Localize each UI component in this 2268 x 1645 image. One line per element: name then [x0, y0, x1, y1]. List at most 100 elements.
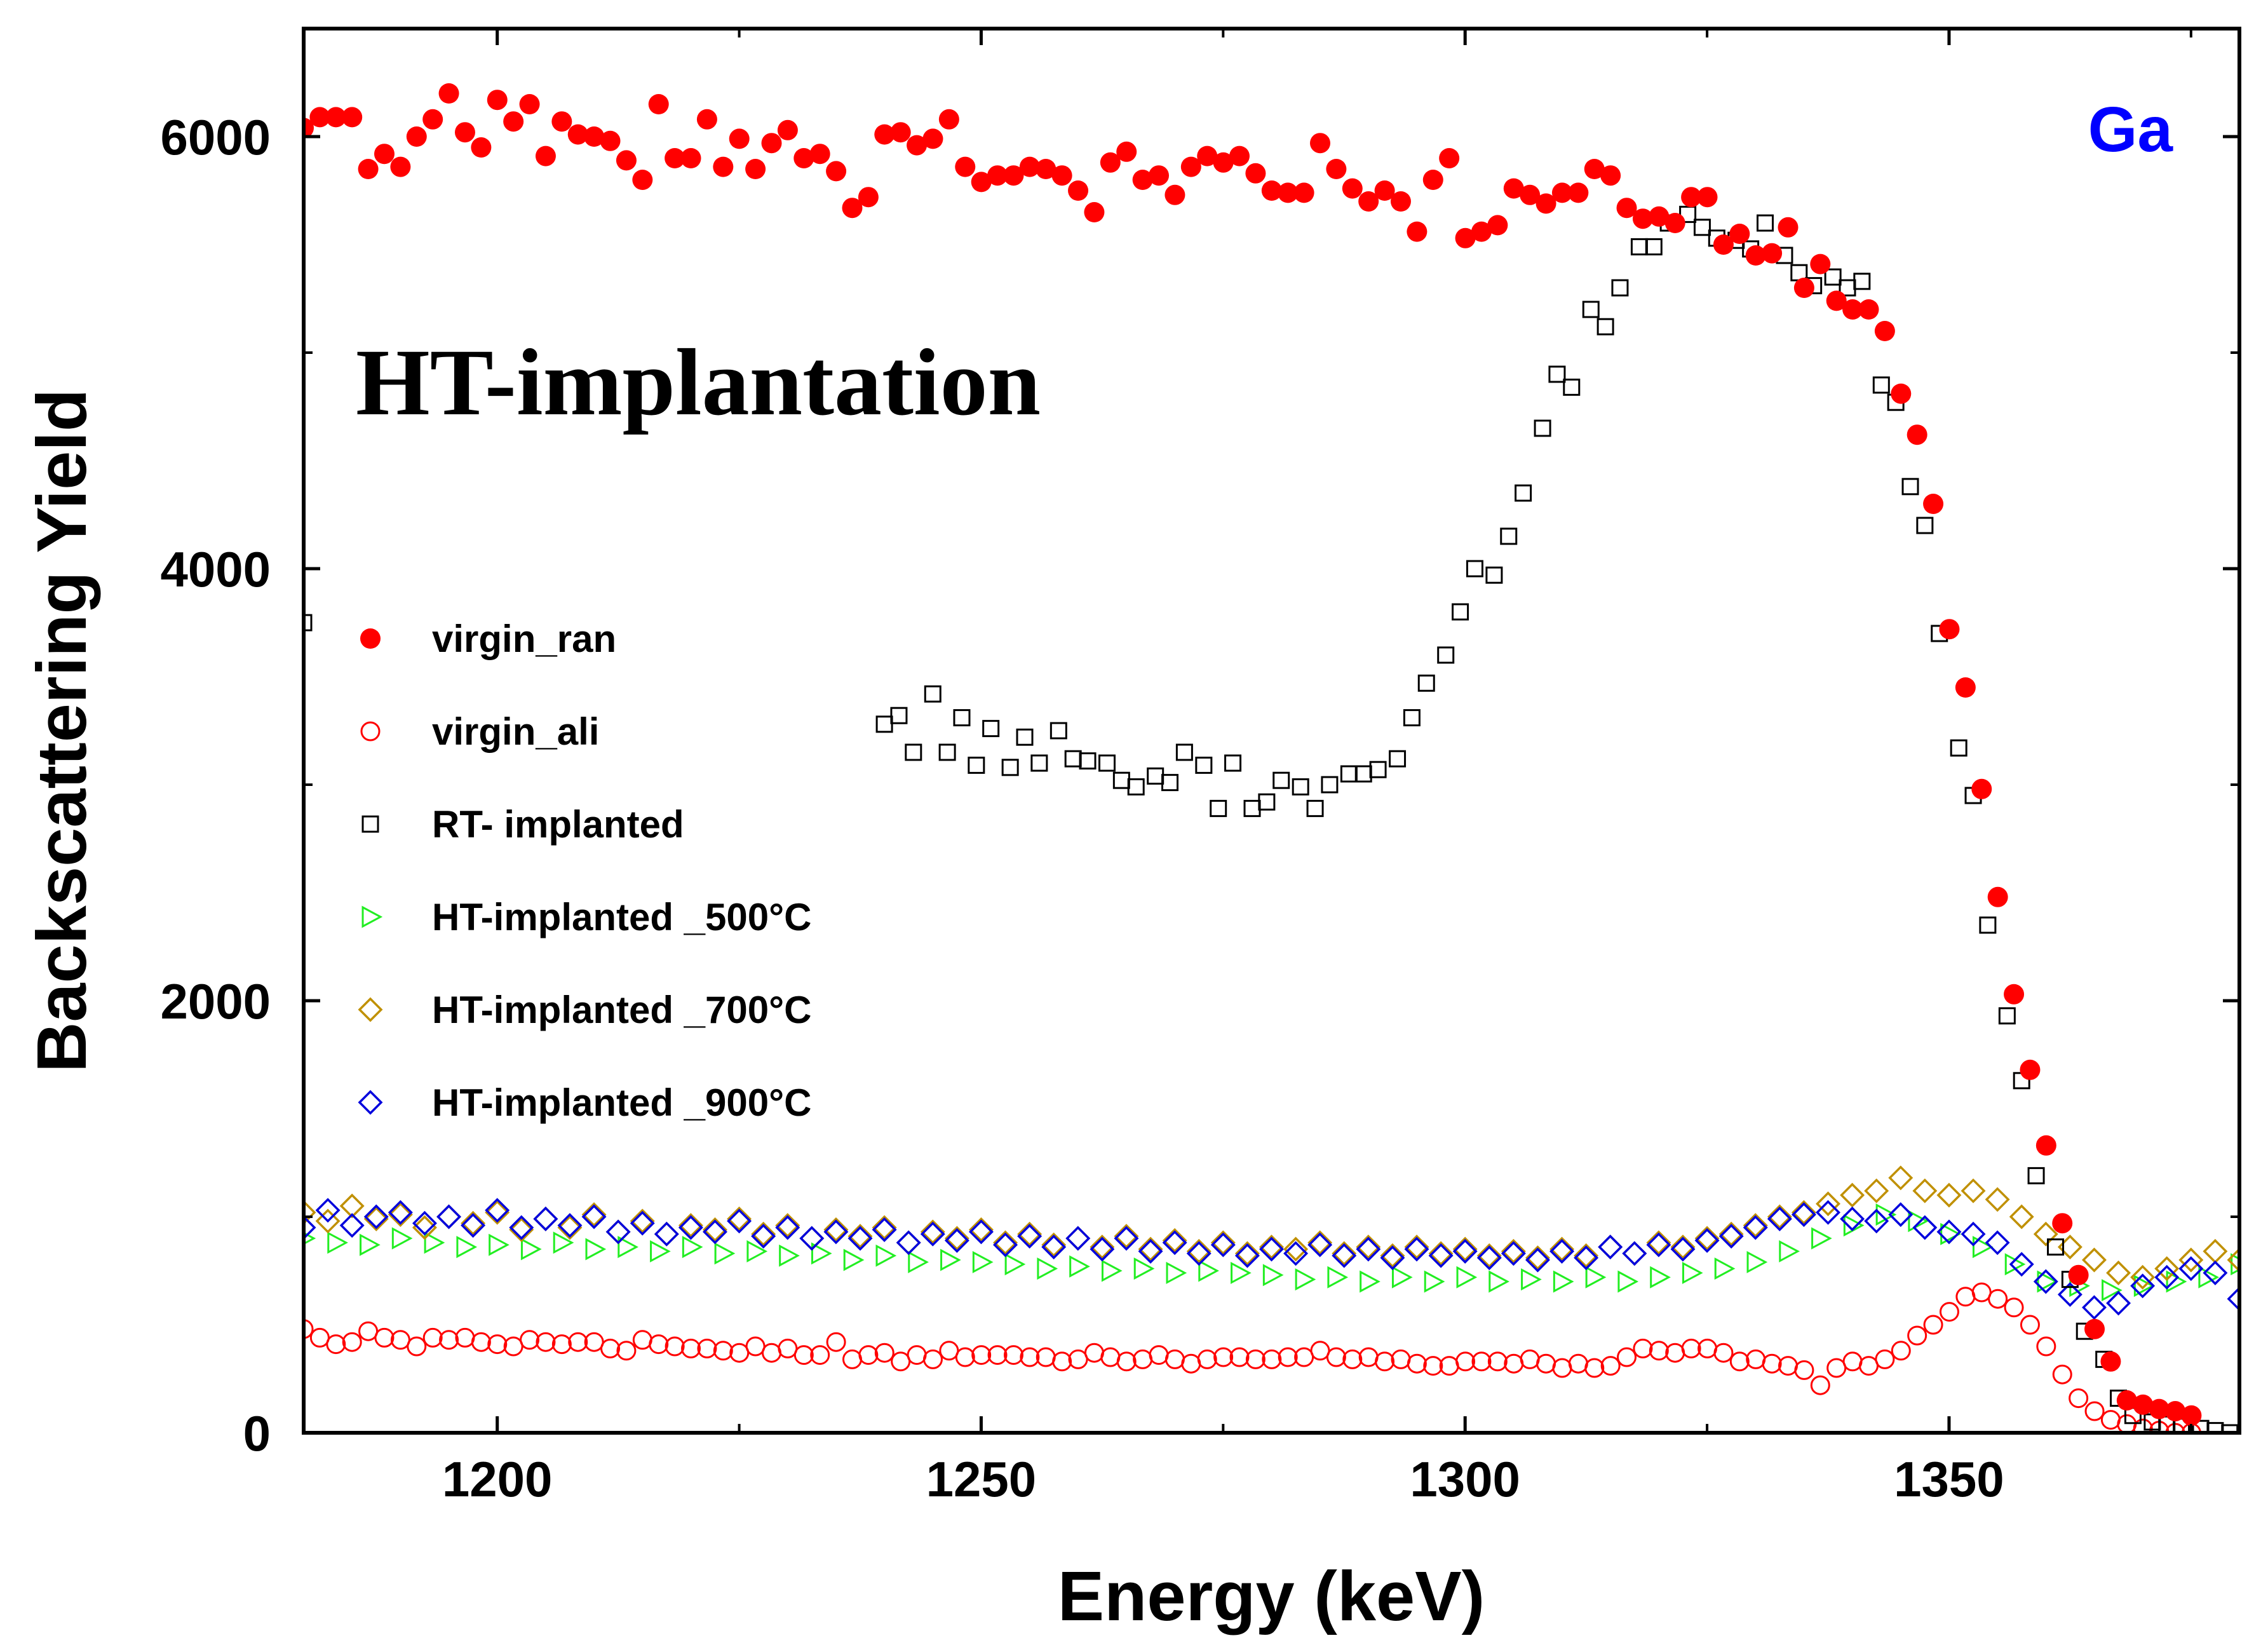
data-point — [1487, 215, 1508, 236]
data-point — [1500, 527, 1518, 545]
data-point — [1380, 1245, 1405, 1271]
data-point — [799, 1226, 825, 1251]
data-point — [713, 1341, 733, 1361]
data-point — [551, 111, 572, 132]
data-point — [1501, 1238, 1526, 1264]
data-point — [1234, 1243, 1260, 1268]
annotation-element: Ga — [2088, 94, 2174, 165]
data-point — [2116, 1390, 2137, 1411]
data-point — [1356, 1236, 1381, 1262]
data-point — [1127, 778, 1145, 795]
data-point — [454, 122, 475, 143]
data-point — [630, 1210, 655, 1236]
data-point — [2020, 1315, 2040, 1335]
x-axis-title: Energy (keV) — [1058, 1557, 1485, 1635]
data-point — [1853, 273, 1871, 290]
data-point — [1404, 1236, 1429, 1262]
data-point — [1549, 1236, 1575, 1262]
data-point — [1195, 756, 1213, 774]
data-point — [1891, 1341, 1911, 1361]
data-point — [650, 1240, 671, 1263]
data-point — [1231, 1261, 1252, 1284]
legend-label: HT-implanted _700°C — [432, 989, 811, 1031]
data-point — [2057, 1282, 2082, 1307]
data-point — [1961, 1221, 1986, 1247]
data-point — [1041, 1232, 1067, 1257]
data-point — [872, 1215, 897, 1240]
data-point — [1210, 1230, 1236, 1256]
data-point — [471, 137, 492, 158]
data-point — [654, 1221, 679, 1247]
data-point — [1258, 793, 1276, 811]
data-point — [1375, 1351, 1395, 1372]
data-point — [489, 1233, 510, 1256]
data-point — [1682, 1261, 1703, 1284]
data-point — [304, 1200, 316, 1225]
y-tick-label: 4000 — [160, 541, 271, 597]
data-point — [1439, 148, 1460, 168]
data-point — [422, 109, 443, 130]
data-point — [665, 1336, 685, 1357]
data-point — [944, 1228, 969, 1253]
data-point — [1791, 1202, 1816, 1228]
data-point — [1456, 1266, 1478, 1289]
data-point — [697, 1338, 717, 1358]
legend-marker — [361, 815, 379, 833]
data-point — [536, 1332, 556, 1352]
data-point — [1697, 187, 1718, 208]
data-point — [1670, 1235, 1696, 1260]
data-point — [1020, 1347, 1040, 1367]
data-point — [1466, 560, 1483, 578]
data-point — [1793, 278, 1814, 298]
data-point — [777, 119, 798, 140]
data-point — [680, 148, 701, 168]
data-point — [2181, 1405, 2202, 1426]
data-point — [1907, 424, 1927, 445]
data-point — [2082, 1295, 2107, 1320]
data-point — [2130, 1273, 2156, 1299]
data-point — [2009, 1252, 2034, 1277]
data-point — [1292, 778, 1309, 795]
data-point — [471, 1332, 491, 1352]
data-point — [1471, 221, 1492, 242]
data-point — [1030, 754, 1048, 772]
data-point — [809, 144, 830, 165]
y-tick-label: 6000 — [160, 109, 271, 165]
data-point — [557, 1213, 583, 1238]
data-point — [1936, 1182, 1962, 1208]
data-point — [1360, 1270, 1380, 1293]
data-point — [2106, 1290, 2131, 1316]
data-point — [1342, 178, 1363, 199]
data-point — [1582, 301, 1600, 318]
data-point — [461, 1213, 486, 1238]
legend: virgin_ran virgin_ali RT- implanted HT-impl… — [358, 618, 811, 1124]
data-point — [422, 1327, 443, 1348]
data-point — [1428, 1243, 1454, 1268]
data-point — [1908, 1210, 1929, 1233]
x-tick-label: 1250 — [926, 1451, 1037, 1507]
data-point — [1138, 1238, 1163, 1264]
data-point — [1133, 1257, 1155, 1280]
data-point — [1162, 1230, 1187, 1256]
data-point — [1100, 152, 1121, 173]
series-ht-implanted-500c — [304, 1203, 2239, 1302]
data-point — [553, 1231, 574, 1254]
data-point — [1452, 603, 1469, 621]
series-virgin-ran — [304, 83, 2202, 1426]
data-point — [2084, 1401, 2105, 1421]
data-point — [1574, 1243, 1599, 1268]
data-point — [858, 1345, 879, 1365]
data-point — [678, 1213, 703, 1238]
data-point — [1574, 1245, 1599, 1271]
data-point — [1842, 299, 1863, 320]
data-point — [2068, 1264, 2089, 1285]
data-point — [358, 159, 379, 179]
data-point — [1584, 159, 1605, 179]
data-point — [1840, 1206, 1865, 1231]
data-point — [388, 1202, 413, 1228]
data-point — [1391, 1266, 1413, 1289]
data-point — [1888, 1202, 1914, 1228]
data-point — [585, 1238, 607, 1261]
data-point — [696, 109, 717, 130]
data-point — [1791, 1200, 1816, 1225]
